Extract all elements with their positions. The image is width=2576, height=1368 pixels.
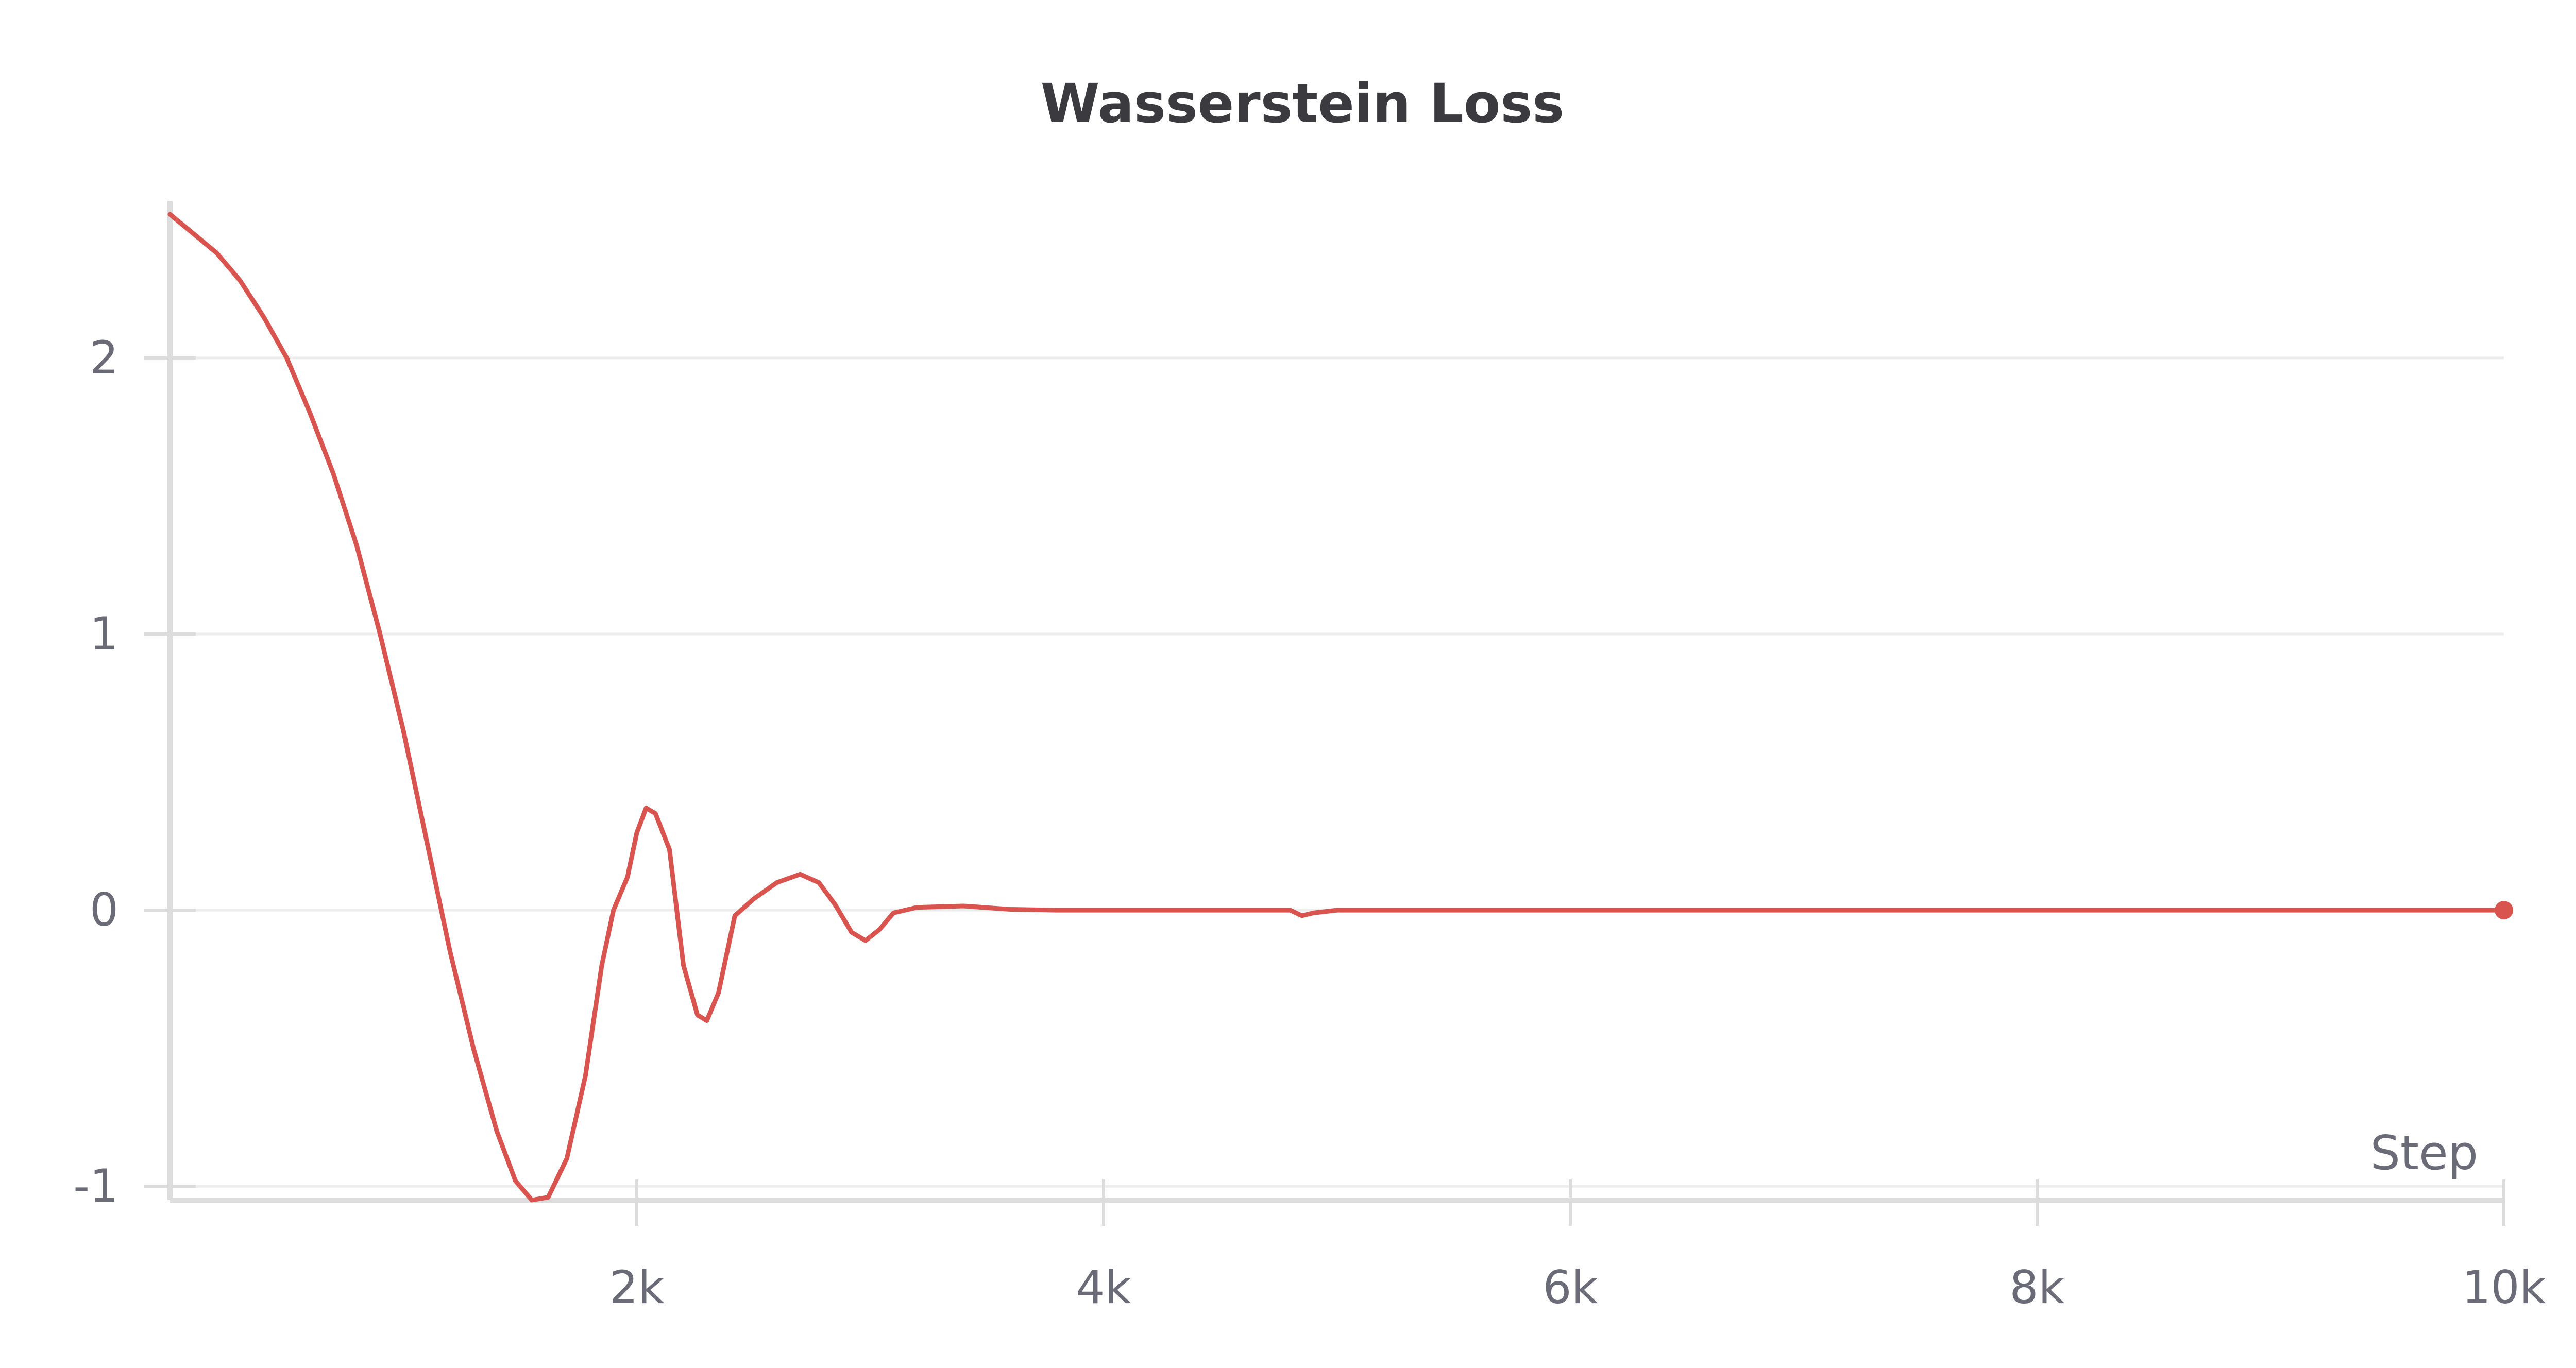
x-tick-label: 10k — [2462, 1261, 2546, 1314]
x-tick-label: 6k — [1543, 1261, 1598, 1314]
x-tick-label: 8k — [2010, 1261, 2065, 1314]
x-tick-label: 2k — [609, 1261, 665, 1314]
x-axis-title: Step — [2370, 1125, 2478, 1181]
x-tick-label: 4k — [1076, 1261, 1131, 1314]
series-end-point — [2495, 901, 2513, 920]
y-tick-label: 2 — [90, 331, 118, 384]
series-line — [167, 212, 2506, 1203]
chart-title: Wasserstein Loss — [1040, 72, 1565, 135]
series-layer — [167, 212, 2513, 1203]
axes — [144, 201, 2505, 1226]
tick-labels: -1 0 1 2 2k 4k 6k 8k 10k Step — [73, 331, 2546, 1314]
y-tick-label: 1 — [90, 607, 118, 660]
y-tick-label: 0 — [90, 883, 118, 936]
grid-lines — [170, 356, 2504, 1188]
y-tick-label: -1 — [73, 1159, 118, 1212]
